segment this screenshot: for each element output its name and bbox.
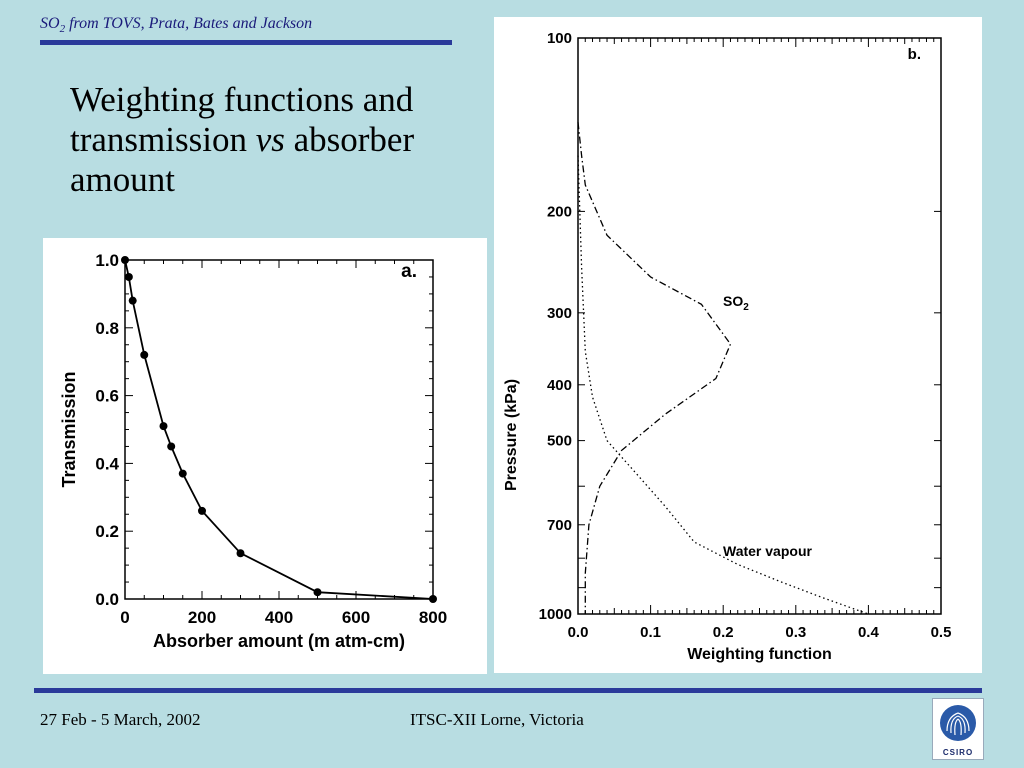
so2-series-line <box>577 122 732 614</box>
header-so: SO <box>40 15 60 32</box>
csiro-logo: CSIRO <box>932 698 984 760</box>
y-tick-label-b: 300 <box>547 305 572 322</box>
x-tick-label-b: 0.0 <box>568 624 589 641</box>
y-tick-label-a: 1.0 <box>95 251 119 270</box>
transmission-data-point <box>159 422 168 431</box>
chart-panel-a: 0 200 400 600 800 0.0 0.2 0.4 0.6 0.8 1.0 Absorber … <box>43 238 487 674</box>
chart-panel-b: 0.0 0.1 0.2 0.3 0.4 0.5 100 200 300 400 500 700 1000… <box>494 17 982 673</box>
y-tick-label-a: 0.4 <box>95 454 119 473</box>
y-tick-label-b: 1000 <box>539 606 572 623</box>
x-axis-label-b: Weighting function <box>687 646 832 663</box>
panel-label-a: a. <box>401 261 417 282</box>
x-tick-label-a: 400 <box>265 608 293 627</box>
x-axis-label-a: Absorber amount (m atm-cm) <box>153 631 405 651</box>
header-authors: from TOVS, Prata, Bates and Jackson <box>65 15 313 32</box>
csiro-logo-mark-icon <box>940 705 976 741</box>
header-citation: SO2 from TOVS, Prata, Bates and Jackson <box>40 15 312 35</box>
transmission-data-point <box>128 296 137 305</box>
transmission-data-point <box>167 442 176 451</box>
x-tick-label-b: 0.4 <box>858 624 880 641</box>
y-tick-label-a: 0.8 <box>95 319 119 338</box>
y-tick-label-a: 0.6 <box>95 387 119 406</box>
plot-frame-a <box>124 259 434 600</box>
footer-rule <box>34 688 982 693</box>
transmission-data-point <box>429 595 437 603</box>
x-tick-label-b: 0.3 <box>785 624 806 641</box>
water-vapour-series-label: Water vapour <box>723 543 812 559</box>
y-tick-label-b: 100 <box>547 30 572 47</box>
x-tick-label-a: 800 <box>419 608 447 627</box>
transmission-data-point <box>313 588 322 597</box>
transmission-data-point <box>178 469 187 478</box>
transmission-chart: 0 200 400 600 800 0.0 0.2 0.4 0.6 0.8 1.0 Absorber … <box>59 251 447 651</box>
so2-series-label: SO2 <box>723 293 749 313</box>
csiro-logo-text: CSIRO <box>942 748 974 757</box>
x-tick-label-a: 0 <box>120 608 129 627</box>
transmission-data-point <box>124 272 133 281</box>
title-line-1: Weighting functions and <box>70 80 414 119</box>
title-vs: vs <box>255 120 285 159</box>
transmission-series-line <box>124 259 434 600</box>
x-tick-label-a: 200 <box>188 608 216 627</box>
footer-date: 27 Feb - 5 March, 2002 <box>40 710 201 729</box>
transmission-data-point <box>236 549 245 558</box>
title-line-2: transmission vs absorber <box>70 120 490 160</box>
y-tick-label-b: 200 <box>547 203 572 220</box>
title-line-2-part-b: absorber <box>284 120 415 159</box>
x-tick-label-a: 600 <box>342 608 370 627</box>
x-tick-label-b: 0.2 <box>713 624 734 641</box>
x-tick-label-b: 0.5 <box>931 624 952 641</box>
transmission-data-point <box>198 506 206 515</box>
y-tick-label-a: 0.0 <box>95 590 119 609</box>
y-tick-label-b: 500 <box>547 433 572 450</box>
y-tick-label-b: 400 <box>547 377 572 394</box>
title-line-3: amount <box>70 160 175 199</box>
header-so-subscript: 2 <box>59 23 66 36</box>
transmission-data-point <box>140 350 149 359</box>
y-tick-label-b: 700 <box>547 517 572 534</box>
transmission-data-point <box>121 256 129 264</box>
panel-label-b: b. <box>908 46 921 63</box>
title-line-2-part-a: transmission <box>70 120 256 159</box>
footer-venue: ITSC-XII Lorne, Victoria <box>410 710 584 729</box>
y-axis-label-b: Pressure (kPa) <box>503 379 520 491</box>
header-rule <box>40 40 452 45</box>
plot-frame-b <box>577 37 942 615</box>
slide-title: Weighting functions and transmission vs … <box>70 80 490 200</box>
x-tick-label-b: 0.1 <box>640 624 661 641</box>
weighting-function-chart: 0.0 0.1 0.2 0.3 0.4 0.5 100 200 300 400 500 700 1000… <box>503 30 952 663</box>
y-tick-label-a: 0.2 <box>95 522 119 541</box>
y-axis-label-a: Transmission <box>59 371 79 487</box>
